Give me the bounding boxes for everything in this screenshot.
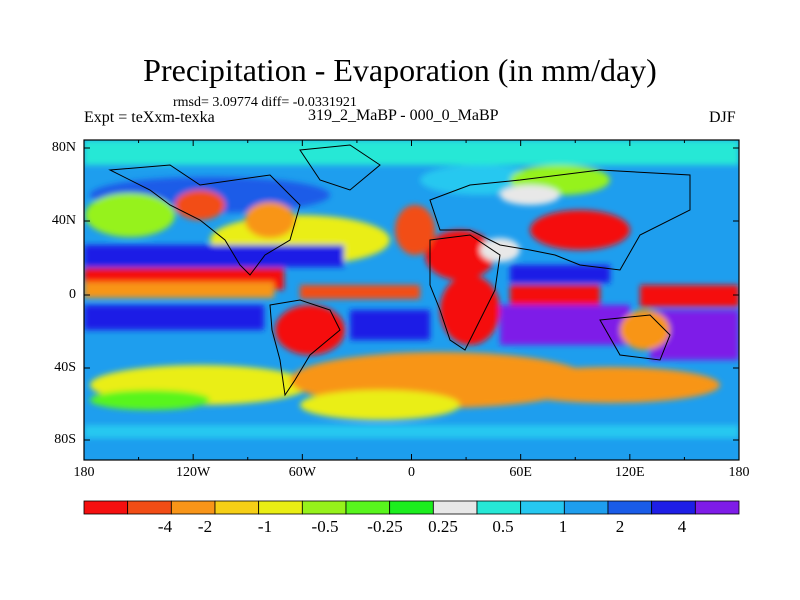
colorbar-label: -4 xyxy=(157,517,173,536)
colorbar-swatch xyxy=(345,500,391,515)
colorbar-label: -1 xyxy=(257,517,273,536)
colorbar-label: -2 xyxy=(197,517,213,536)
y-tick-label: 40S xyxy=(54,360,76,375)
rmsd-diff-stats: rmsd= 3.09774 diff= -0.0331921 xyxy=(173,95,357,110)
continent-outlines xyxy=(108,144,691,397)
x-tick-label: 120E xyxy=(615,465,645,480)
colorbar-label: 0.25 xyxy=(428,517,458,536)
colorbar-label: 4 xyxy=(677,517,687,536)
colorbar-label: 1 xyxy=(558,517,568,536)
colorbar-label: -0.5 xyxy=(311,517,339,536)
colorbar-swatch xyxy=(389,500,434,515)
axis-ticks xyxy=(83,140,740,460)
y-tick-label: 80N xyxy=(51,140,76,155)
page-title: Precipitation - Evaporation (in mm/day) xyxy=(143,52,657,88)
colorbar-swatch xyxy=(694,500,740,515)
y-tick-label: 80S xyxy=(54,432,76,447)
colorbar-swatch xyxy=(214,500,260,515)
colorbar-swatch xyxy=(651,500,696,515)
colorbar-label: -0.25 xyxy=(367,517,403,536)
y-tick-label: 40N xyxy=(51,213,76,228)
experiment-label: Expt = teXxm-texka xyxy=(84,109,215,126)
colorbar-swatch xyxy=(83,500,129,515)
y-tick-label: 0 xyxy=(69,287,76,302)
colorbar-label: 2 xyxy=(615,517,625,536)
x-tick-label: 120W xyxy=(176,465,211,480)
x-tick-label: 180 xyxy=(73,465,95,480)
x-tick-label: 60W xyxy=(288,465,316,480)
colorbar-label: 0.5 xyxy=(492,517,514,536)
colorbar-swatch xyxy=(432,500,478,515)
colorbar-swatch xyxy=(563,500,609,515)
colorbar-swatch xyxy=(301,500,347,515)
x-tick-label: 180 xyxy=(728,465,750,480)
colorbar-swatch xyxy=(476,500,522,515)
colorbar-swatch xyxy=(258,500,303,515)
colorbar xyxy=(83,500,740,515)
colorbar-swatch xyxy=(607,500,653,515)
comparison-subtitle: 319_2_MaBP - 000_0_MaBP xyxy=(308,107,499,124)
season-label: DJF xyxy=(709,109,736,126)
x-tick-label: 60E xyxy=(509,465,532,480)
colorbar-swatch xyxy=(520,500,565,515)
x-tick-label: 0 xyxy=(408,465,415,480)
colorbar-swatch xyxy=(170,500,216,515)
precip-evap-field xyxy=(84,140,739,460)
colorbar-swatch xyxy=(127,500,172,515)
